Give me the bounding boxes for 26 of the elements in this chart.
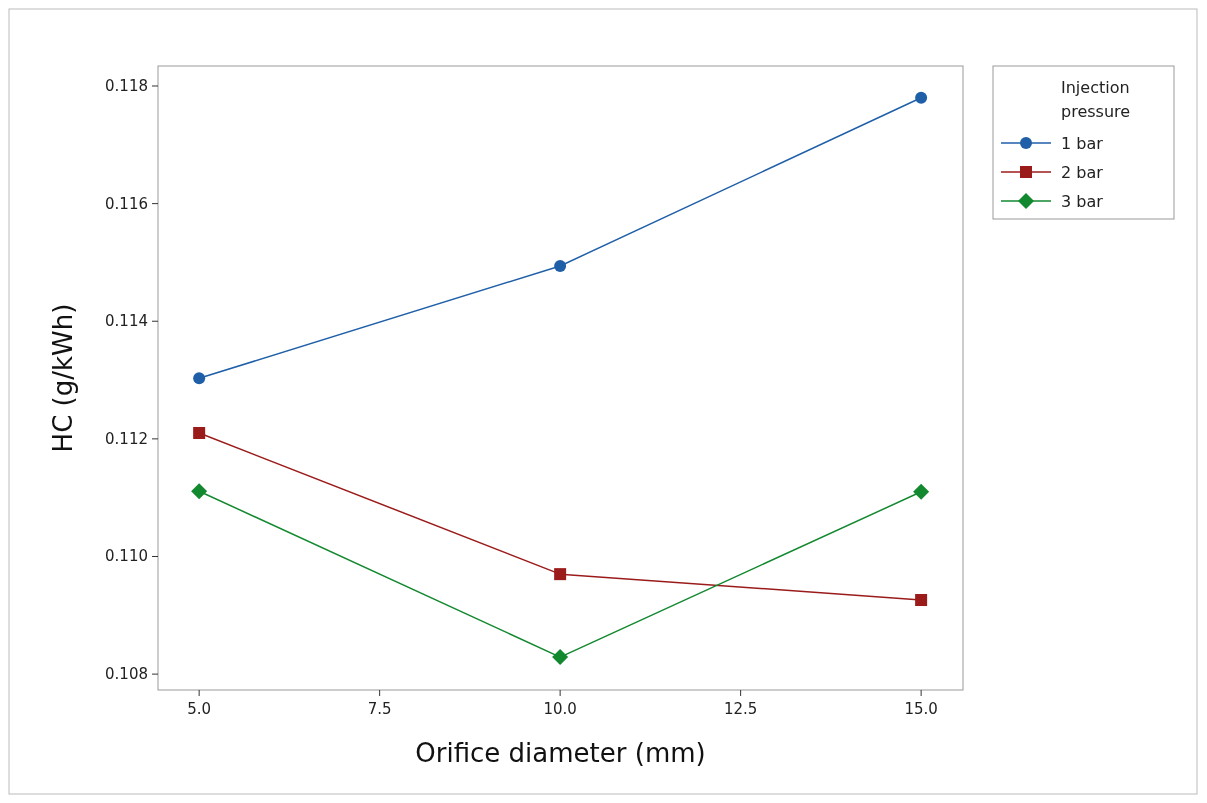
x-tick-label: 5.0 (187, 700, 212, 718)
x-tick-label: 7.5 (367, 700, 392, 718)
point (193, 426, 206, 439)
x-tick-label: 15.0 (904, 700, 938, 718)
y-tick-label: 0.112 (105, 429, 148, 448)
point (554, 259, 567, 272)
y-axis-title: HC (g/kWh) (48, 303, 78, 453)
point (193, 372, 206, 385)
point (552, 649, 569, 666)
point (554, 568, 567, 581)
x-axis-title: Orifice diameter (mm) (415, 738, 706, 768)
point (913, 483, 930, 500)
point (191, 483, 208, 500)
point (915, 594, 928, 607)
y-tick-label: 0.108 (105, 665, 148, 684)
x-tick-label: 12.5 (723, 700, 758, 718)
y-tick-label: 0.116 (105, 194, 148, 213)
y-tick-label: 0.110 (105, 547, 148, 566)
point (915, 91, 928, 104)
legend-label: 2 bar (1061, 163, 1104, 182)
legend-label: 1 bar (1061, 134, 1104, 153)
y-tick-label: 0.118 (105, 77, 148, 95)
legend-title: Injection pressure (1061, 78, 1131, 121)
y-tick-label: 0.114 (105, 312, 148, 331)
legend-label: 3 bar (1061, 192, 1104, 211)
x-tick-label: 10.0 (543, 700, 577, 718)
